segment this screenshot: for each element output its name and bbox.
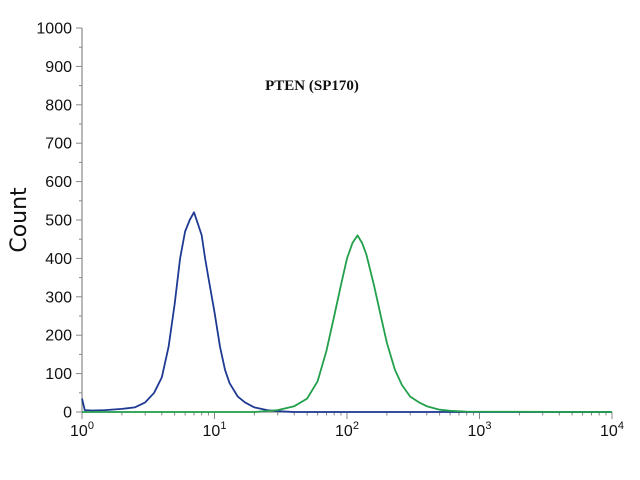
x-tick-label: 103	[468, 420, 492, 440]
x-tick-label: 104	[600, 420, 624, 440]
x-tick-label: 100	[70, 420, 94, 440]
y-tick-label: 900	[45, 59, 72, 76]
y-tick-label: 0	[63, 405, 72, 422]
x-tick-label: 102	[335, 420, 359, 440]
y-tick-label: 700	[45, 136, 72, 153]
y-tick-label: 600	[45, 174, 72, 191]
series-line-2	[82, 234, 613, 413]
x-tick-label: 101	[203, 420, 227, 440]
y-tick-label: 300	[45, 289, 72, 306]
y-tick-label: 400	[45, 251, 72, 268]
chart-title: PTEN (SP170)	[265, 78, 359, 94]
series-line-1	[81, 211, 612, 413]
y-tick-label: 500	[45, 213, 72, 230]
y-tick-label: 100	[45, 366, 72, 383]
y-tick-label: 1000	[36, 21, 72, 38]
y-tick-label: 800	[45, 97, 72, 114]
y-tick-label: 200	[45, 328, 72, 345]
y-axis-label: Count	[7, 187, 32, 253]
series-group	[81, 211, 613, 413]
